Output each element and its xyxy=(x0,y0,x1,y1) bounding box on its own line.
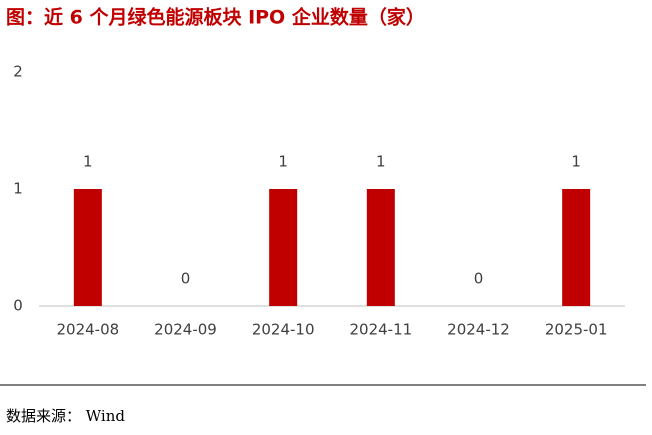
data-label: 1 xyxy=(278,153,288,171)
data-label: 1 xyxy=(376,153,386,171)
bar xyxy=(269,189,298,306)
x-tick-label: 2024-08 xyxy=(56,321,119,339)
data-label: 1 xyxy=(83,153,93,171)
x-tick-label: 2024-09 xyxy=(154,321,217,339)
y-tick-label: 0 xyxy=(13,297,23,315)
chart-title: 图：近 6 个月绿色能源板块 IPO 企业数量（家） xyxy=(6,6,425,29)
x-tick-label: 2024-12 xyxy=(447,321,510,339)
bar xyxy=(366,189,395,306)
source: 数据来源： Wind xyxy=(6,407,125,425)
y-tick-label: 2 xyxy=(13,63,23,81)
data-label: 0 xyxy=(474,270,484,288)
data-label: 0 xyxy=(181,270,191,288)
x-tick-label: 2024-11 xyxy=(349,321,412,339)
data-label: 1 xyxy=(571,153,581,171)
x-tick-label: 2025-01 xyxy=(545,321,608,339)
y-tick-label: 1 xyxy=(13,180,23,198)
bar xyxy=(73,189,102,306)
bar xyxy=(562,189,591,306)
x-tick-label: 2024-10 xyxy=(252,321,315,339)
